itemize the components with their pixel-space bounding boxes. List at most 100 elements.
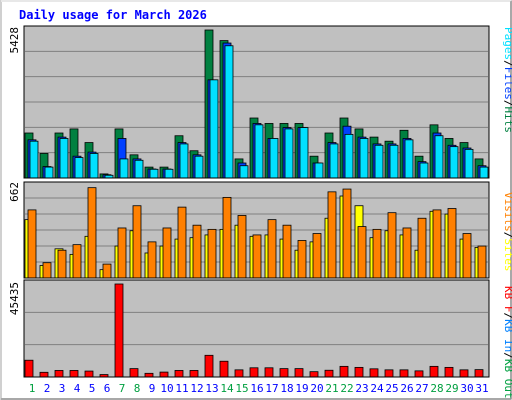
legend-panel1: Pages/Files/Hits [502, 27, 512, 133]
bar-kb-f-day-31 [474, 369, 484, 378]
bar-pages-day-30 [464, 148, 474, 179]
bar-kb-f-day-10 [159, 371, 169, 378]
bar-sites-day-20 [312, 233, 322, 279]
bar-kb-f-day-25 [384, 369, 394, 378]
legend-hits: Hits [502, 107, 512, 134]
bar-pages-day-13 [209, 79, 219, 179]
legend-kb-f: KB F [502, 286, 512, 313]
bar-sites-day-4 [72, 244, 82, 279]
bar-pages-day-15 [239, 165, 249, 179]
bar-pages-day-3 [59, 138, 69, 179]
bar-kb-f-day-11 [174, 370, 184, 378]
bar-sites-day-8 [132, 205, 142, 279]
legend-sep: / [502, 352, 512, 359]
bar-pages-day-11 [179, 143, 189, 179]
bar-sites-day-7 [117, 227, 127, 279]
x-tick-label-day-20: 20 [310, 382, 323, 395]
bar-kb-f-day-3 [54, 370, 64, 378]
bar-pages-day-4 [74, 157, 84, 179]
bar-sites-day-9 [147, 241, 157, 279]
bar-pages-day-20 [314, 162, 324, 179]
x-tick-label-day-10: 10 [160, 382, 173, 395]
bar-kb-f-day-4 [69, 370, 79, 378]
bar-kb-f-day-15 [234, 369, 244, 378]
bar-kb-f-day-5 [84, 370, 94, 378]
bars-kbytes [24, 283, 484, 378]
bar-sites-day-22 [342, 188, 352, 279]
bar-kb-f-day-29 [444, 366, 454, 378]
bar-kb-f-day-18 [279, 368, 289, 378]
x-tick-label-day-6: 6 [104, 382, 111, 395]
bar-sites-day-25 [387, 212, 397, 279]
legend-sep: / [502, 313, 512, 320]
x-tick-label-day-25: 25 [385, 382, 398, 395]
bar-kb-f-day-12 [189, 370, 199, 378]
bar-sites-day-2 [42, 262, 52, 279]
bar-pages-day-23 [359, 138, 369, 179]
bar-kb-f-day-21 [324, 369, 334, 378]
legend-sep: / [502, 232, 512, 239]
x-tick-label-day-13: 13 [205, 382, 218, 395]
plot-area-kbytes [24, 280, 489, 377]
bar-kb-f-day-23 [354, 366, 364, 378]
plot-border-visits [23, 181, 490, 279]
bar-pages-day-12 [194, 155, 204, 179]
bar-kb-f-day-27 [414, 370, 424, 378]
x-tick-label-day-28: 28 [430, 382, 443, 395]
bar-kb-f-day-16 [249, 367, 259, 378]
bar-kb-f-day-14 [219, 360, 229, 378]
x-tick-label-day-9: 9 [149, 382, 156, 395]
bar-pages-day-24 [374, 144, 384, 179]
bar-sites-day-16 [252, 234, 262, 279]
bar-kb-f-day-17 [264, 367, 274, 378]
bar-sites-day-30 [462, 233, 472, 279]
plot-border-kbytes [23, 279, 490, 378]
bar-pages-day-14 [224, 45, 234, 179]
x-tick-label-day-5: 5 [89, 382, 96, 395]
bar-pages-day-19 [299, 127, 309, 179]
x-tick-label-day-29: 29 [445, 382, 458, 395]
x-tick-label-day-14: 14 [220, 382, 234, 395]
bar-pages-day-5 [89, 153, 99, 179]
legend-panel2: Visits/Sites [502, 192, 512, 272]
bar-kb-f-day-8 [129, 368, 139, 378]
x-tick-label-day-27: 27 [415, 382, 428, 395]
bar-sites-day-6 [102, 263, 112, 279]
x-tick-label-day-12: 12 [190, 382, 203, 395]
bar-sites-day-1 [27, 209, 37, 279]
bar-sites-day-14 [222, 196, 232, 279]
bar-sites-day-18 [282, 224, 292, 279]
legend-kb-out: KB Out [502, 359, 512, 399]
bar-pages-day-28 [434, 135, 444, 179]
bar-sites-day-28 [432, 209, 442, 279]
bar-pages-day-1 [29, 140, 39, 179]
bar-pages-day-22 [344, 133, 354, 179]
x-tick-label-day-24: 24 [370, 382, 384, 395]
bar-sites-day-24 [372, 228, 382, 279]
y-max-label-visits: 662 [8, 182, 21, 202]
bar-sites-day-10 [162, 227, 172, 279]
x-tick-label-day-8: 8 [134, 382, 141, 395]
legend-sep: / [502, 100, 512, 107]
bar-pages-day-8 [134, 159, 144, 179]
x-tick-label-day-15: 15 [235, 382, 248, 395]
bar-kb-f-day-19 [294, 368, 304, 378]
bar-pages-day-16 [254, 124, 264, 179]
x-tick-label-day-4: 4 [74, 382, 81, 395]
bar-kb-f-day-1 [24, 359, 34, 378]
x-tick-label-day-18: 18 [280, 382, 293, 395]
bar-kb-f-day-13 [204, 354, 214, 378]
bar-pages-day-31 [479, 166, 489, 179]
x-tick-label-day-1: 1 [29, 382, 36, 395]
bar-sites-day-11 [177, 206, 187, 279]
bar-pages-day-10 [164, 168, 174, 179]
x-tick-label-day-11: 11 [175, 382, 188, 395]
bar-pages-day-29 [449, 146, 459, 179]
bar-sites-day-27 [417, 217, 427, 279]
plot-border-hits [23, 25, 490, 179]
bar-kb-f-day-26 [399, 369, 409, 378]
bar-sites-day-19 [297, 240, 307, 279]
x-axis-day-labels: 1 2 3 4 5 6 7 8 9 10 11 12 13 14 15 16 17 18 19 20 21 22 23 24 2… [29, 382, 489, 395]
y-max-label-hits: 5428 [8, 27, 21, 54]
x-tick-label-day-16: 16 [250, 382, 263, 395]
